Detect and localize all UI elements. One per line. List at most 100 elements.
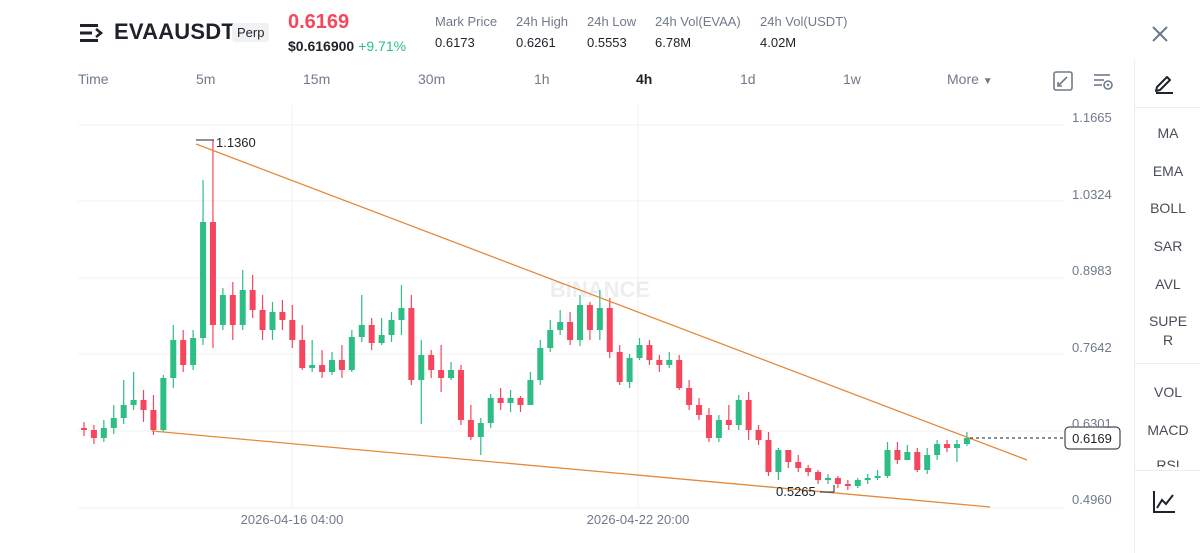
y-axis-tick: 0.4960 (1072, 492, 1112, 507)
candle (626, 354, 633, 388)
candle-body (368, 325, 375, 343)
indicator-rsi[interactable]: RSI (1156, 457, 1180, 467)
candle-body (229, 295, 236, 325)
indicator-macd[interactable]: MACD (1147, 422, 1189, 438)
candle-body (616, 352, 623, 382)
candle-body (338, 360, 345, 370)
candle (170, 325, 177, 388)
indicator-vol[interactable]: VOL (1153, 384, 1182, 400)
stat-label: 24h Vol(EVAA) (655, 14, 741, 29)
candle (100, 420, 107, 442)
candle (209, 140, 216, 348)
pencil-icon[interactable] (1152, 70, 1176, 94)
candle (487, 394, 494, 428)
tab-30m[interactable]: 30m (418, 71, 446, 87)
candle (358, 295, 365, 342)
stat-24h-high: 24h High 0.6261 (516, 14, 568, 50)
candle (378, 318, 385, 345)
indicator-avl[interactable]: AVL (1155, 276, 1181, 292)
candle-body (914, 452, 921, 470)
candle-body (686, 388, 693, 405)
sidebar-divider (1135, 470, 1200, 471)
candle (279, 300, 286, 330)
candle (924, 448, 931, 474)
candle-body (795, 462, 802, 468)
candle-body (755, 430, 762, 440)
candle-body (418, 355, 425, 380)
indicator-super[interactable]: SUPER (1148, 313, 1188, 348)
candle-body (666, 360, 673, 365)
candle-body (874, 476, 881, 478)
indicator-boll[interactable]: BOLL (1150, 200, 1186, 216)
candle-body (577, 305, 583, 340)
candle-body (467, 420, 474, 437)
candle-body (299, 340, 306, 368)
close-icon[interactable] (1148, 22, 1172, 46)
candle-body (775, 450, 782, 472)
candle (190, 330, 197, 370)
candle (844, 480, 851, 490)
candle-body (378, 335, 385, 343)
current-price-tag: 0.6169 (1072, 431, 1112, 446)
candle (438, 345, 445, 392)
candle (775, 448, 782, 480)
candle (963, 432, 970, 446)
symbol-name[interactable]: EVAAUSDT (114, 19, 235, 44)
candle (150, 395, 157, 435)
tab-1w[interactable]: 1w (843, 71, 861, 87)
stat-value: 6.78M (655, 35, 692, 50)
candlestick-chart[interactable]: BINANCE 1.1360 0.5265 0.6169 1.1665 1.03… (0, 0, 1134, 553)
chart-settings-icon[interactable] (1092, 70, 1114, 92)
candle-body (715, 420, 722, 438)
candle-body (705, 415, 712, 438)
chart-line-icon[interactable] (1151, 489, 1177, 515)
sidebar-divider (1135, 107, 1200, 108)
candle-body (745, 400, 752, 430)
tab-4h[interactable]: 4h (636, 71, 653, 87)
candle-body (894, 450, 901, 460)
indicator-ema[interactable]: EMA (1152, 163, 1184, 179)
tab-5m[interactable]: 5m (196, 71, 216, 87)
candle (160, 375, 167, 432)
candle-body (547, 330, 554, 348)
candle (110, 405, 117, 434)
upper-trendline (195, 143, 1028, 461)
candle (408, 295, 415, 385)
candle (309, 340, 316, 372)
candle-body (527, 380, 534, 405)
expand-chart-icon[interactable] (1052, 70, 1074, 92)
menu-icon[interactable] (80, 22, 104, 44)
tab-15m[interactable]: 15m (303, 71, 331, 87)
candle (586, 302, 593, 340)
tab-1d[interactable]: 1d (740, 71, 756, 87)
candle-body (557, 322, 564, 330)
stat-value: 4.02M (760, 35, 797, 50)
candle (269, 302, 276, 340)
candle (834, 476, 841, 488)
candle (140, 390, 147, 422)
tab-1h[interactable]: 1h (534, 71, 550, 87)
stat-value: 0.6261 (516, 35, 556, 50)
candle (329, 352, 335, 375)
indicator-sar[interactable]: SAR (1153, 238, 1183, 254)
candle (745, 392, 752, 440)
candle (388, 312, 395, 342)
candle-body (428, 355, 435, 370)
candle-body (735, 400, 742, 425)
candle-body (239, 290, 246, 325)
candle-body (110, 418, 117, 428)
candle-body (477, 423, 484, 437)
candle-body (209, 222, 216, 325)
candle-body (259, 310, 266, 330)
candle (319, 350, 326, 378)
candle (577, 295, 583, 346)
indicator-ma[interactable]: MA (1157, 125, 1179, 141)
last-price: 0.6169 (288, 11, 350, 33)
candle-body (904, 452, 911, 460)
more-timeframes-button[interactable]: More ▼ (947, 71, 993, 87)
candle-body (160, 378, 167, 430)
current-price-tag-box (1064, 426, 1121, 450)
candle (477, 418, 484, 455)
candle-body (219, 295, 226, 325)
tab-time[interactable]: Time (78, 71, 109, 87)
